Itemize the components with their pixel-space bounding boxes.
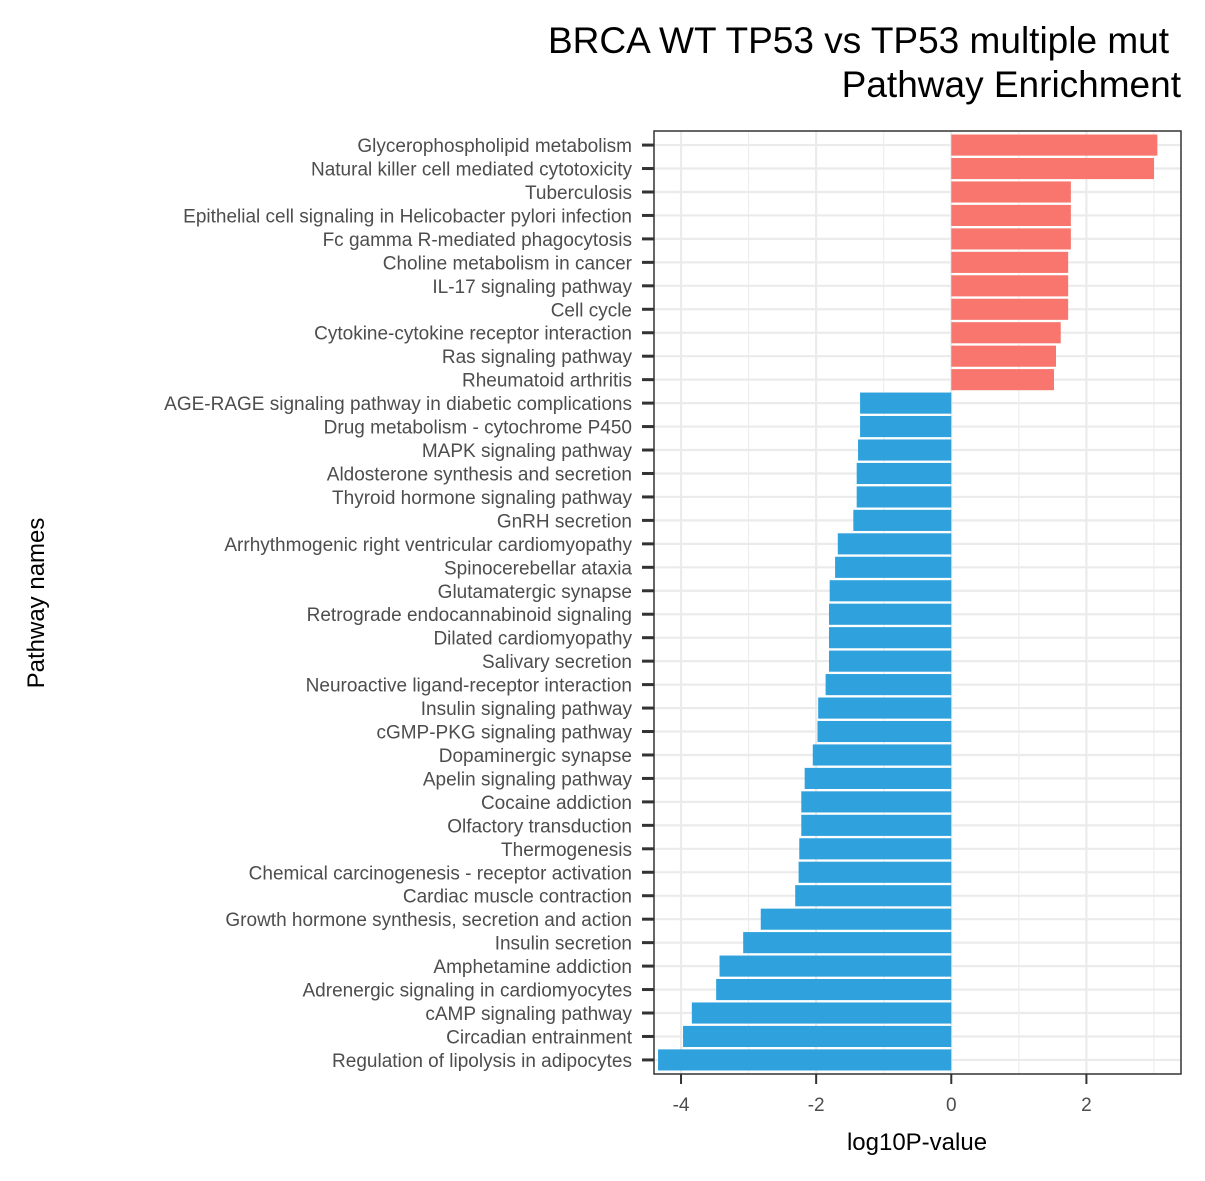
y-tick-label: Apelin signaling pathway <box>423 769 633 790</box>
bar <box>812 744 952 766</box>
y-tick-label: MAPK signaling pathway <box>422 441 633 462</box>
y-tick-label: Fc gamma R-mediated phagocytosis <box>323 230 632 251</box>
y-tick-label: Retrograde endocannabinoid signaling <box>307 605 632 626</box>
y-tick-label: cGMP-PKG signaling pathway <box>376 723 632 744</box>
y-tick-label: Ras signaling pathway <box>442 347 633 368</box>
bar <box>658 1049 952 1071</box>
y-tick-label: Glutamatergic synapse <box>438 582 632 603</box>
bar <box>951 204 1071 227</box>
bar <box>856 462 952 485</box>
y-tick-label: Cocaine addiction <box>481 793 632 814</box>
y-tick-label: Salivary secretion <box>482 652 632 673</box>
grid <box>654 131 1181 1074</box>
y-tick-label: Circadian entrainment <box>446 1027 633 1048</box>
y-tick-label: Dopaminergic synapse <box>439 746 632 767</box>
bar <box>828 650 952 672</box>
bar <box>951 345 1057 367</box>
y-tick-label: Chemical carcinogenesis - receptor activ… <box>249 863 632 884</box>
y-tick-label: Rheumatoid arthritis <box>462 371 632 392</box>
y-tick-label: Spinocerebellar ataxia <box>444 558 632 579</box>
y-tick-label: Arrhythmogenic right ventricular cardiom… <box>224 535 632 556</box>
x-tick-label: -2 <box>808 1095 825 1116</box>
bar <box>951 322 1061 344</box>
y-tick-label: IL-17 signaling pathway <box>432 277 632 298</box>
bar <box>828 603 952 625</box>
bar <box>825 674 952 696</box>
bar <box>951 181 1071 203</box>
chart-subtitle: Pathway Enrichment <box>841 64 1181 105</box>
y-tick-label: Olfactory transduction <box>447 816 632 837</box>
bar <box>951 251 1069 273</box>
y-tick-label: Cytokine-cytokine receptor interaction <box>314 324 632 345</box>
bar <box>799 838 952 860</box>
bar <box>856 486 952 508</box>
bar <box>743 932 952 954</box>
y-tick-label: Insulin secretion <box>495 934 632 955</box>
y-tick-label: Natural killer cell mediated cytotoxicit… <box>311 160 633 181</box>
bar <box>860 416 952 438</box>
bar <box>801 791 952 813</box>
bar <box>798 861 952 883</box>
x-axis: -4 -2 0 2 <box>673 1074 1092 1116</box>
x-tick-label: 2 <box>1081 1095 1092 1116</box>
y-axis-title: Pathway names <box>23 518 50 689</box>
y-tick-label: Amphetamine addiction <box>433 957 632 978</box>
y-tick-label: Regulation of lipolysis in adipocytes <box>332 1051 632 1072</box>
y-tick-label: cAMP signaling pathway <box>425 1004 632 1025</box>
chart-title: BRCA WT TP53 vs TP53 multiple mut <box>548 20 1169 61</box>
y-tick-label: Insulin signaling pathway <box>421 699 633 720</box>
bar <box>828 627 952 649</box>
bars <box>658 134 1158 1071</box>
y-tick-label: Dilated cardiomyopathy <box>433 629 632 650</box>
y-tick-label: Glycerophospholipid metabolism <box>357 136 632 157</box>
bar <box>858 439 952 461</box>
bar <box>951 157 1154 180</box>
bar <box>817 720 952 743</box>
y-tick-label: Choline metabolism in cancer <box>383 253 633 274</box>
y-tick-label: Thermogenesis <box>501 840 632 861</box>
bar <box>951 228 1071 250</box>
y-tick-label: Thyroid hormone signaling pathway <box>332 488 632 509</box>
bar <box>801 814 952 836</box>
panel-border <box>653 130 1182 1075</box>
bar <box>719 955 952 977</box>
bar <box>804 767 952 789</box>
x-tick-label: 0 <box>946 1095 957 1116</box>
bar <box>691 1002 952 1024</box>
y-tick-label: AGE-RAGE signaling pathway in diabetic c… <box>164 394 632 415</box>
x-tick-label: -4 <box>673 1095 690 1116</box>
bar <box>951 134 1158 156</box>
bar <box>683 1025 952 1048</box>
y-tick-label: Adrenergic signaling in cardiomyocytes <box>303 981 633 1002</box>
y-tick-label: Cell cycle <box>551 300 632 321</box>
bar <box>837 533 952 555</box>
bar <box>835 556 952 578</box>
bar <box>860 392 952 414</box>
bar <box>716 978 952 1001</box>
y-tick-label: GnRH secretion <box>497 511 632 532</box>
bar <box>829 580 952 602</box>
y-tick-label: Aldosterone synthesis and secretion <box>327 464 632 485</box>
y-tick-label: Cardiac muscle contraction <box>403 887 632 908</box>
bar <box>760 908 952 930</box>
y-tick-label: Tuberculosis <box>525 183 632 204</box>
y-tick-label: Epithelial cell signaling in Helicobacte… <box>183 206 632 227</box>
y-axis: Glycerophospholipid metabolism Natural ki… <box>164 136 654 1072</box>
bar <box>951 275 1069 297</box>
bar <box>951 369 1054 391</box>
y-tick-label: Drug metabolism - cytochrome P450 <box>324 418 632 439</box>
bar <box>795 885 952 907</box>
bar <box>818 697 952 719</box>
x-axis-title: log10P-value <box>847 1129 987 1156</box>
bar <box>853 509 952 531</box>
bar <box>951 298 1069 320</box>
y-tick-label: Neuroactive ligand-receptor interaction <box>306 676 632 697</box>
y-tick-label: Growth hormone synthesis, secretion and … <box>225 910 632 931</box>
